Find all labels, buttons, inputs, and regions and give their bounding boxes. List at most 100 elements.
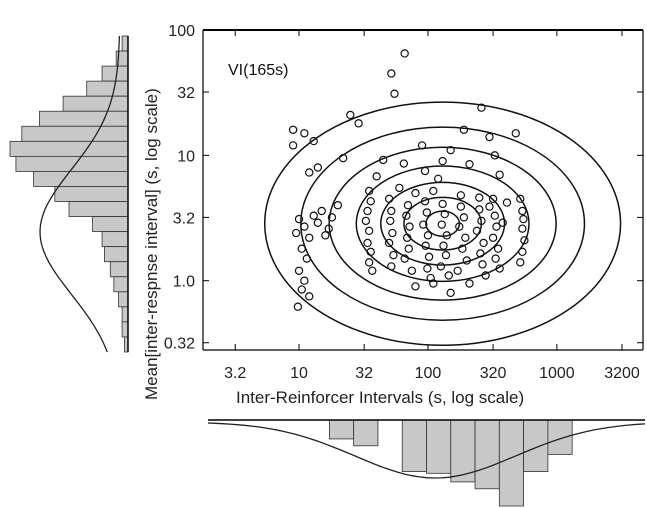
data-point [444, 271, 453, 280]
data-point [300, 129, 309, 138]
x-marginal-histogram [207, 419, 646, 507]
data-point [384, 194, 394, 204]
data-point [361, 216, 371, 226]
data-point [479, 238, 488, 248]
data-point [389, 250, 398, 260]
data-point [477, 103, 486, 112]
data-point [490, 151, 500, 160]
data-point [446, 145, 455, 155]
y-tick-label: 100 [168, 23, 195, 40]
y-hist-bar [101, 231, 129, 248]
data-point [405, 222, 414, 231]
data-point [438, 156, 447, 166]
y-tick-label: 3.2 [173, 210, 195, 227]
data-point [313, 218, 323, 227]
contour-lines [263, 101, 622, 347]
data-point [313, 163, 323, 172]
data-point [338, 153, 348, 163]
y-hist-bar [62, 95, 129, 112]
data-point [324, 224, 333, 233]
data-point [300, 222, 309, 231]
data-point [364, 186, 374, 196]
y-hist-bar [121, 35, 129, 52]
data-point [317, 206, 326, 216]
contour-ring-2 [403, 196, 483, 251]
data-point [492, 222, 501, 231]
x-hist-bar [498, 419, 525, 507]
x-tick-label: 100 [415, 365, 442, 382]
y-tick-label: 32 [177, 85, 195, 102]
data-point [485, 132, 494, 142]
data-point [472, 226, 482, 236]
data-point [502, 198, 512, 207]
data-point [364, 226, 374, 236]
data-point [363, 238, 372, 248]
data-point [459, 213, 469, 222]
y-hist-bar [101, 65, 129, 82]
data-point [388, 228, 397, 238]
data-point [407, 266, 417, 275]
data-point [437, 220, 446, 229]
y-density-curve [39, 35, 121, 353]
data-point [293, 302, 303, 311]
data-point [439, 241, 448, 250]
data-point [518, 206, 527, 216]
x-tick-label: 3200 [604, 365, 640, 382]
data-point [297, 285, 306, 294]
data-point [411, 282, 420, 291]
y-hist-bar [39, 110, 129, 127]
data-point [511, 129, 520, 138]
data-point [399, 159, 409, 168]
y-hist-bar [113, 276, 129, 293]
y-ticks: 0.32 1.0 3.2 10 32 100 [164, 23, 643, 353]
data-point [495, 170, 504, 179]
data-point [495, 264, 504, 273]
data-point [423, 264, 432, 273]
contour-ring-7 [263, 101, 622, 347]
y-tick-label: 10 [177, 148, 195, 165]
data-point [321, 231, 330, 240]
data-point [366, 247, 375, 257]
data-point [440, 209, 449, 219]
x-ticks: 3.2 10 32 100 320 1000 3200 [224, 30, 640, 382]
y-axis-label: Mean[inter-respnse interval] (s, log sca… [142, 88, 161, 400]
y-tick-label: 1.0 [173, 274, 195, 291]
data-point [354, 119, 363, 128]
data-point [403, 201, 413, 210]
data-point [327, 213, 337, 222]
data-point [291, 228, 301, 238]
data-point [363, 206, 372, 216]
data-point [333, 201, 343, 210]
data-point [305, 292, 314, 301]
data-point [305, 168, 314, 177]
data-point [288, 141, 298, 150]
data-point [422, 208, 432, 217]
data-point [386, 216, 395, 226]
data-point [436, 262, 446, 271]
scatter-points [288, 49, 529, 311]
data-point [423, 231, 433, 240]
data-point [477, 216, 486, 226]
data-point [518, 247, 527, 257]
data-point [309, 136, 318, 146]
data-point [387, 206, 396, 216]
x-hist-bar [474, 419, 500, 490]
data-point [433, 174, 443, 184]
plot-frame [202, 29, 644, 351]
data-point [379, 155, 388, 165]
data-point [402, 211, 411, 220]
data-point [288, 125, 298, 134]
data-point [390, 89, 399, 98]
data-point [455, 222, 464, 231]
data-point [493, 244, 503, 253]
data-point [366, 197, 375, 206]
x-hist-bar [328, 419, 355, 440]
data-point [400, 254, 409, 263]
contour-ring-3 [380, 181, 506, 266]
x-tick-label: 1000 [539, 365, 575, 382]
x-tick-label: 3.2 [224, 365, 246, 382]
y-hist-bar [54, 186, 129, 202]
data-point [400, 49, 409, 58]
x-hist-bar [450, 419, 476, 483]
data-point [411, 188, 420, 198]
